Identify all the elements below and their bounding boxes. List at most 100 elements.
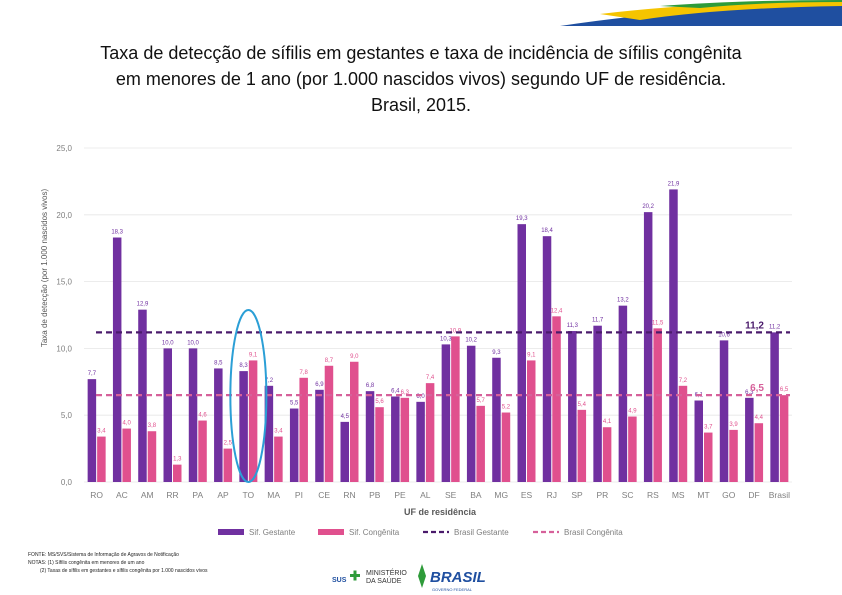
x-tick-label: AP (217, 490, 229, 500)
y-axis-label: Taxa de detecção (por 1.000 nascidos viv… (40, 189, 49, 348)
bar-gestante (618, 305, 628, 482)
brasil-congenita-value: 6,5 (750, 383, 764, 394)
x-tick-label: RN (343, 490, 355, 500)
bar-gestante (568, 331, 577, 482)
bar-congenita (451, 336, 460, 482)
title-line-1: Taxa de detecção de sífilis em gestantes… (100, 43, 742, 63)
ministerio-line-1: MINISTÉRIO (366, 568, 407, 577)
reference-lines: 11,2 6,5 (96, 320, 790, 397)
bar-congenita (400, 397, 410, 482)
x-tick-label: RO (90, 490, 103, 500)
bar-gestante (112, 237, 122, 482)
data-label-congenita: 11,5 (652, 320, 664, 326)
brasil-logo-subtitle: GOVERNO FEDERAL (432, 587, 473, 592)
x-tick-label: CE (318, 490, 330, 500)
bar-congenita (350, 361, 359, 482)
bar-gestante (694, 400, 703, 482)
bar-congenita (577, 409, 587, 482)
x-tick-label: AL (420, 490, 431, 500)
footer-source: FONTE: MS/SVS/Sistema de Informação de A… (28, 552, 179, 558)
bars (87, 189, 789, 483)
data-label-congenita: 7,8 (300, 370, 309, 376)
data-label-gestante: 10,2 (465, 338, 477, 344)
data-label-gestante: 6,9 (315, 382, 324, 388)
data-label-gestante: 7,7 (88, 371, 97, 377)
data-label-congenita: 3,8 (148, 423, 157, 429)
bar-gestante (669, 189, 678, 482)
bar-gestante (391, 396, 400, 482)
data-label-congenita: 3,4 (274, 429, 283, 435)
bar-congenita (122, 428, 131, 482)
y-tick-label: 15,0 (56, 278, 72, 287)
x-tick-label: SE (445, 490, 457, 500)
bar-congenita (274, 436, 283, 482)
bar-gestante (745, 397, 754, 482)
bar-gestante (340, 421, 349, 482)
bar-congenita (754, 423, 764, 482)
bar-gestante (239, 371, 248, 482)
data-label-gestante: 6,3 (745, 390, 754, 396)
x-tick-label: PR (596, 490, 608, 500)
bar-gestante (770, 332, 779, 482)
data-label-congenita: 6,3 (401, 390, 410, 396)
bar-congenita (653, 328, 662, 482)
data-label-gestante: 6,8 (366, 383, 375, 389)
data-labels: 7,7 3,4 18,3 4,0 12,9 3,8 10,0 1,3 10,0 4,6 8,5 2,5… (88, 181, 789, 462)
bar-congenita (173, 464, 182, 482)
brasil-star-icon (418, 564, 426, 588)
data-label-congenita: 3,7 (704, 425, 713, 431)
slide-title: Taxa de detecção de sífilis em gestantes… (40, 40, 802, 118)
data-label-gestante: 9,3 (492, 350, 501, 356)
bar-gestante (315, 389, 324, 482)
legend-congenita-swatch (318, 529, 344, 535)
bar-gestante (416, 401, 425, 482)
data-label-congenita: 7,2 (679, 378, 688, 384)
y-axis-ticks: 0,0 5,0 10,0 15,0 20,0 25,0 (56, 144, 72, 487)
bar-gestante (441, 344, 451, 482)
x-tick-label: MG (494, 490, 508, 500)
bar-congenita (552, 316, 561, 482)
brasil-logo-text: BRASIL (430, 569, 486, 586)
x-tick-label: BA (470, 490, 482, 500)
data-label-congenita: 3,9 (729, 422, 738, 428)
data-label-gestante: 10,3 (440, 336, 452, 342)
data-label-congenita: 7,4 (426, 375, 435, 381)
data-label-gestante: 10,0 (162, 340, 174, 346)
data-label-gestante: 4,5 (341, 414, 350, 420)
bar-congenita (628, 416, 637, 482)
data-label-gestante: 10,0 (187, 340, 199, 346)
legend-gestante-label: Sif. Gestante (249, 528, 296, 537)
x-tick-label: RR (166, 490, 178, 500)
bar-congenita (223, 448, 233, 482)
bar-gestante (163, 348, 172, 482)
data-label-gestante: 18,3 (111, 230, 123, 236)
y-tick-label: 20,0 (56, 211, 72, 220)
bar-congenita (425, 383, 435, 482)
bar-gestante (289, 408, 299, 482)
x-tick-label: MA (267, 490, 280, 500)
data-label-gestante: 11,2 (769, 324, 781, 330)
highlight-ellipse (229, 309, 268, 483)
data-label-congenita: 4,9 (628, 409, 637, 415)
title-line-3: Brasil, 2015. (370, 95, 472, 115)
bar-gestante (643, 212, 653, 483)
footer-note-1: NOTAS: (1) Sífilis congênita em menores … (28, 560, 145, 566)
data-label-congenita: 1,3 (173, 457, 182, 463)
data-label-congenita: 9,0 (350, 354, 359, 360)
footer-notes: FONTE: MS/SVS/Sistema de Informação de A… (28, 551, 208, 575)
x-tick-label: AC (116, 490, 128, 500)
data-label-congenita: 9,1 (249, 352, 258, 358)
data-label-gestante: 6,4 (391, 388, 400, 394)
bar-congenita (324, 365, 334, 482)
data-label-gestante: 19,3 (516, 216, 528, 222)
bar-gestante (87, 379, 97, 482)
y-tick-label: 25,0 (56, 144, 72, 153)
data-label-gestante: 21,9 (668, 181, 680, 187)
bar-congenita (375, 407, 384, 482)
bar-gestante (492, 357, 501, 482)
data-label-gestante: 8,5 (214, 360, 223, 366)
y-tick-label: 0,0 (61, 478, 73, 487)
x-tick-label: PI (295, 490, 303, 500)
bar-congenita (704, 432, 713, 482)
